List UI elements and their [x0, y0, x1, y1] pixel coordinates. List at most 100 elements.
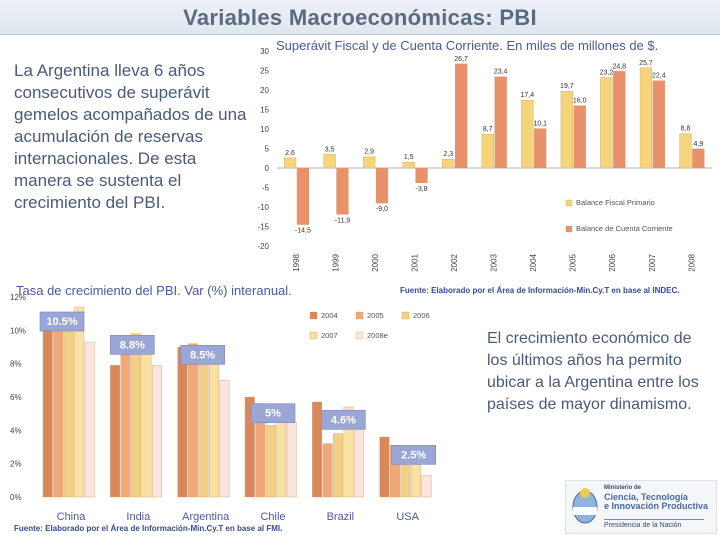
bar-2005	[322, 443, 333, 498]
y-tick-label: 20	[260, 86, 269, 95]
y-tick-label: 30	[260, 47, 269, 56]
bar-balance-fiscal-primario	[442, 158, 455, 169]
slide-title: Variables Macroeconómicas: PBI	[183, 5, 537, 30]
legend-swatch	[309, 311, 318, 320]
y-tick-label: 25	[260, 67, 269, 76]
average-label: 8.5%	[190, 349, 215, 361]
y-tick-label: 15	[260, 106, 269, 115]
bar-2004	[312, 401, 323, 498]
y-tick-label: 10%	[10, 326, 26, 335]
y-tick-label: 0	[265, 164, 270, 173]
plot-area	[277, 47, 712, 250]
data-label: -3,8	[416, 186, 428, 193]
chart1-source: Fuente: Elaborado por el Área de Informa…	[400, 286, 679, 295]
data-label: 2,3	[443, 151, 453, 158]
legend-swatch	[309, 331, 318, 340]
ministry-logo: Ministerio de Ciencia, Tecnología e Inno…	[565, 480, 717, 534]
bar-2006	[198, 355, 209, 498]
bar-balance-de-cuenta-corriente	[494, 76, 507, 169]
bar-2008e	[421, 475, 432, 498]
bar-2006	[333, 433, 344, 498]
legend-swatch	[565, 199, 573, 207]
bar-2007	[141, 341, 152, 498]
data-label: 17,4	[521, 92, 535, 99]
category-label: China	[57, 511, 87, 523]
fiscal-balance-chart: Superávit Fiscal y de Cuenta Corriente. …	[257, 38, 712, 272]
bar-balance-fiscal-primario	[283, 157, 297, 169]
chart-title: Tasa de crecimiento del PBI. Var (%) int…	[16, 283, 292, 298]
bar-balance-fiscal-primario	[521, 99, 534, 169]
average-label: 4.6%	[331, 414, 356, 426]
bar-2004	[379, 436, 390, 498]
bar-balance-fiscal-primario	[363, 156, 376, 169]
bar-2008e	[152, 365, 163, 498]
bar-2005	[187, 343, 198, 498]
average-box	[250, 403, 296, 423]
y-tick-label: -5	[262, 184, 270, 193]
y-tick-label: -10	[257, 203, 269, 212]
data-label: 4,9	[694, 141, 704, 148]
bar-balance-de-cuenta-corriente	[296, 167, 309, 225]
chart-title: Superávit Fiscal y de Cuenta Corriente. …	[276, 38, 658, 53]
logo-line4: Presidencia de la Nación	[604, 519, 704, 529]
data-label: -9,0	[376, 206, 388, 213]
bar-2007	[410, 463, 421, 498]
average-label: 8.8%	[120, 339, 145, 351]
legend-swatch	[355, 331, 364, 340]
legend-label: Balance Fiscal Primario	[576, 198, 655, 207]
data-label: 22,4	[652, 73, 666, 80]
average-box	[391, 445, 436, 465]
bar-2004	[177, 346, 188, 498]
y-tick-label: 10	[260, 125, 269, 134]
x-tick-label: 2004	[529, 253, 538, 271]
plot-area	[38, 297, 442, 497]
legend-label: 2005	[367, 311, 384, 320]
average-box	[110, 335, 155, 355]
data-label: -11,9	[335, 217, 351, 224]
average-label: 2.5%	[401, 449, 426, 461]
data-label: 25,7	[639, 60, 653, 67]
data-label: 2,9	[364, 149, 374, 156]
bar-balance-fiscal-primario	[679, 133, 692, 169]
data-label: 24,8	[612, 63, 626, 70]
logo-line2: Ciencia, Tecnología e Innovación Product…	[604, 493, 714, 511]
average-label: 5%	[265, 408, 281, 420]
average-label: 10.5%	[46, 316, 77, 328]
data-label: 26,7	[454, 56, 468, 63]
bar-balance-de-cuenta-corriente	[415, 167, 428, 183]
legend-label: 2008e	[367, 331, 388, 340]
data-label: 23,4	[494, 69, 508, 76]
y-tick-label: 12%	[10, 293, 26, 302]
logo-line3-text: e Innovación Productiva	[604, 501, 709, 511]
x-tick-label: 2000	[371, 253, 380, 271]
chart2-source: Fuente: Elaborado por el Área de Informa…	[14, 524, 282, 533]
y-tick-label: 0%	[10, 493, 22, 502]
legend-label: Balance de Cuenta Corriente	[576, 224, 673, 233]
bar-2007	[276, 411, 287, 498]
x-tick-label: 2008	[687, 253, 696, 271]
data-label: 2,6	[285, 150, 295, 157]
category-label: Chile	[260, 511, 285, 523]
y-tick-label: -20	[257, 242, 269, 251]
bar-2005	[120, 343, 131, 498]
average-box	[321, 410, 366, 430]
data-label: 8,7	[483, 126, 493, 133]
bar-balance-de-cuenta-corriente	[336, 167, 349, 215]
category-label: USA	[396, 511, 419, 523]
average-box	[180, 345, 225, 365]
bar-2008e	[286, 421, 297, 498]
intro-paragraph: La Argentina lleva 6 años consecutivos d…	[14, 61, 247, 212]
bar-balance-de-cuenta-corriente	[613, 71, 626, 169]
x-tick-label: 2005	[569, 253, 578, 271]
bar-balance-de-cuenta-corriente	[692, 148, 705, 169]
y-tick-label: 5	[265, 145, 270, 154]
bar-balance-fiscal-primario	[323, 154, 336, 169]
logo-line1: Ministerio de	[604, 485, 642, 491]
bar-balance-fiscal-primario	[481, 133, 494, 169]
legend-swatch	[401, 311, 410, 320]
category-label: India	[126, 511, 151, 523]
data-label: 3,5	[325, 146, 335, 153]
bar-2006	[63, 311, 74, 498]
bar-2006	[265, 425, 276, 498]
